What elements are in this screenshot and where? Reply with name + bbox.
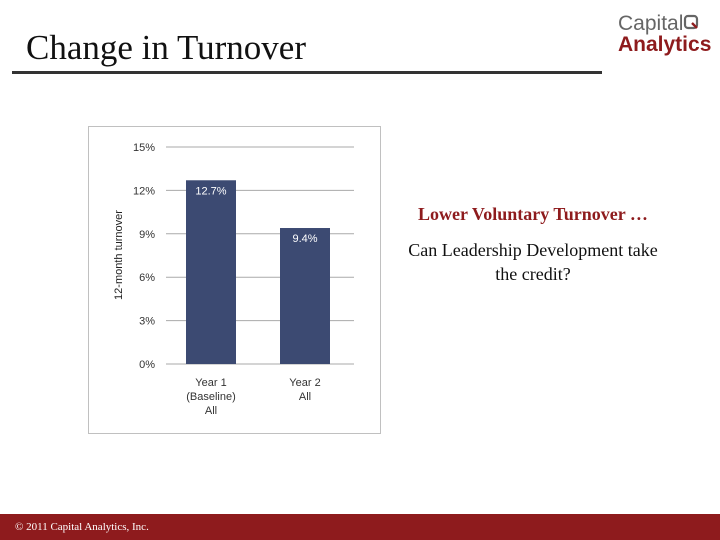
callout-question: Can Leadership Development take the cred… [408, 240, 658, 284]
y-tick-label: 9% [139, 229, 155, 241]
title-divider [12, 71, 602, 74]
bar-value-label: 9.4% [292, 233, 317, 245]
slide-title: Change in Turnover [26, 28, 306, 67]
bar-value-label: 12.7% [195, 185, 226, 197]
y-tick-label: 0% [139, 359, 155, 371]
x-category-label: All [205, 405, 217, 417]
copyright-text: © 2011 Capital Analytics, Inc. [15, 521, 149, 533]
turnover-chart: 0% 3% 6% 9% 12% 15% 12-month turnover 12.7% Year… [88, 126, 381, 434]
logo-line2: Analytics [618, 33, 712, 56]
y-tick-label: 15% [133, 142, 155, 154]
company-logo: Capital Analytics [618, 13, 714, 57]
x-category-label: Year 2 [289, 377, 320, 389]
y-tick-label: 12% [133, 185, 155, 197]
callout: Lower Voluntary Turnover … Can Leadershi… [400, 202, 666, 286]
callout-headline: Lower Voluntary Turnover … [418, 204, 648, 224]
x-category-label: (Baseline) [186, 391, 236, 403]
y-tick-label: 6% [139, 272, 155, 284]
logo-mark-icon [683, 14, 699, 30]
logo-line1: Capital [618, 12, 684, 35]
y-tick-label: 3% [139, 316, 155, 328]
bar [186, 180, 236, 364]
footer-bar: © 2011 Capital Analytics, Inc. [0, 514, 720, 540]
bar [280, 228, 330, 364]
chart-canvas: 0% 3% 6% 9% 12% 15% 12-month turnover 12.7% Year… [113, 142, 354, 417]
x-category-label: All [299, 391, 311, 403]
y-axis-label: 12-month turnover [113, 210, 125, 300]
x-category-label: Year 1 [195, 377, 226, 389]
